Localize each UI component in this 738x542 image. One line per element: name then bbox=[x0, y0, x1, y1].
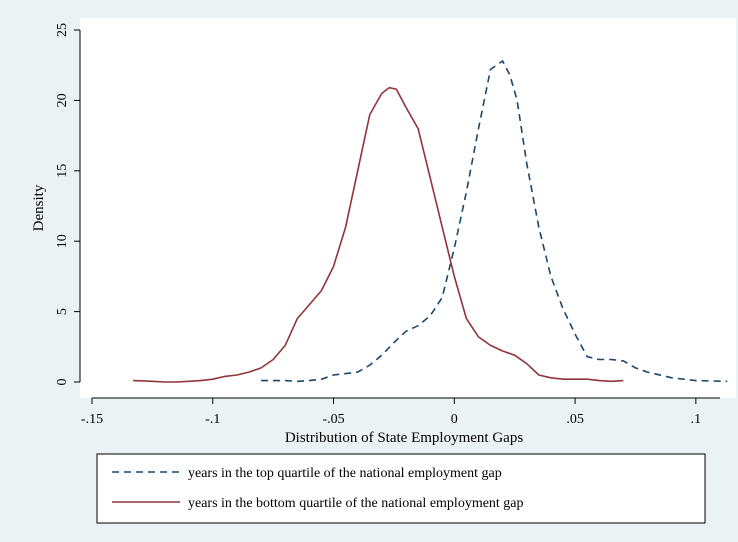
legend-label-top: years in the top quartile of the nationa… bbox=[188, 466, 502, 481]
y-ticks: 0 5 10 15 20 25 bbox=[55, 23, 80, 386]
y-tick-label: 15 bbox=[55, 164, 70, 178]
series-layer bbox=[133, 60, 728, 383]
y-axis-title: Density bbox=[31, 184, 47, 231]
x-tick-label: -.05 bbox=[322, 412, 344, 427]
x-tick-label: 0 bbox=[451, 412, 458, 427]
x-tick-label: .1 bbox=[691, 412, 702, 427]
x-tick-label: -.1 bbox=[205, 412, 220, 427]
y-tick-label: 5 bbox=[55, 308, 70, 315]
legend-box bbox=[96, 453, 706, 524]
legend: years in the top quartile of the nationa… bbox=[96, 453, 706, 524]
y-tick-label: 0 bbox=[55, 379, 70, 386]
series-line-0 bbox=[261, 60, 728, 383]
legend-label-bottom: years in the bottom quartile of the nati… bbox=[188, 496, 524, 511]
x-tick-label: -.15 bbox=[81, 412, 103, 427]
y-tick-label: 10 bbox=[55, 234, 70, 248]
series-line-1 bbox=[133, 86, 624, 383]
x-tick-label: .05 bbox=[566, 412, 584, 427]
x-ticks: -.15 -.1 -.05 0 .05 .1 bbox=[81, 398, 701, 427]
plot-area bbox=[80, 18, 736, 398]
x-axis-title: Distribution of State Employment Gaps bbox=[285, 430, 523, 446]
y-tick-label: 20 bbox=[55, 93, 70, 107]
y-tick-label: 25 bbox=[55, 23, 70, 37]
